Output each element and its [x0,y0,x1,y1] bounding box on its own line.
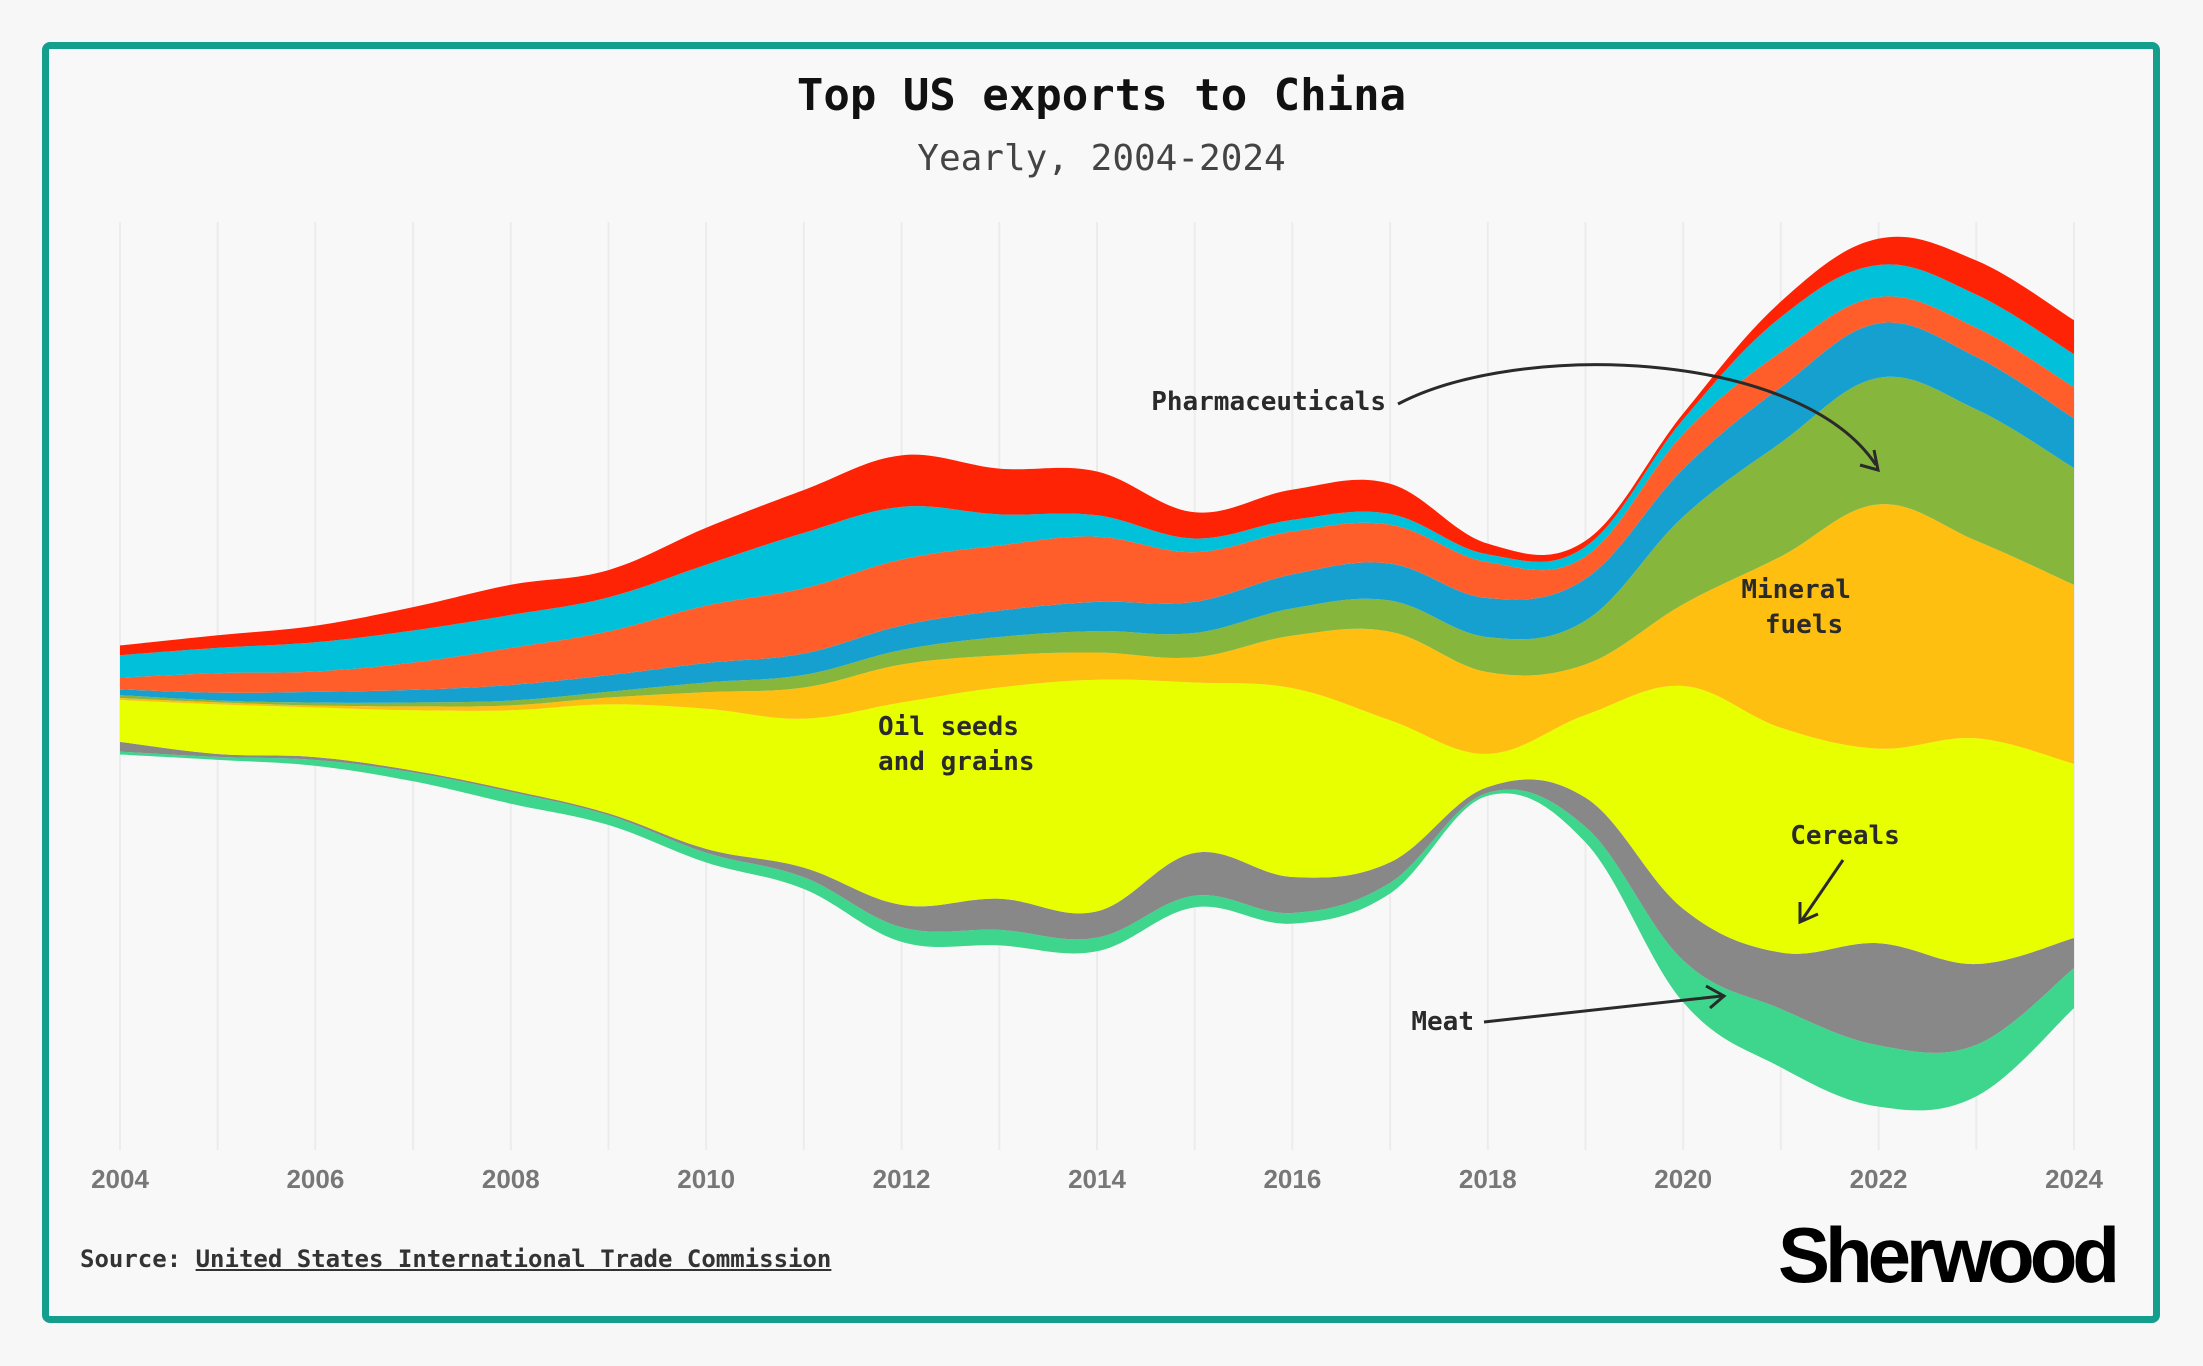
annotation-meat-arrowhead [1705,984,1727,1010]
x-tick-label-2010: 2010 [677,1164,735,1194]
x-tick-label-2020: 2020 [1654,1164,1712,1194]
x-tick-label-2022: 2022 [1850,1164,1908,1194]
x-tick-label-2016: 2016 [1263,1164,1321,1194]
annotation-mineral-fuels-label: Mineral fuels [1741,575,1866,640]
x-tick-label-2008: 2008 [482,1164,540,1194]
annotation-meat-label: Meat [1411,1007,1474,1037]
stream-layer-meat [120,751,2074,1111]
annotation-pharmaceuticals-arrowhead [1859,449,1880,473]
x-axis: 2004 2006 2008 2010 2012 2014 2016 2018 2020 2022… [91,1164,2103,1194]
annotation-cereals: Cereals [1790,821,1900,925]
annotation-pharmaceuticals: Pharmaceuticals [1151,363,1880,473]
annotation-oil-seeds-line-1: Oil seeds [878,712,1019,742]
source-link[interactable]: United States International Trade Commis… [195,1245,832,1273]
annotation-mineral-fuels: Mineral fuels [1741,575,1866,640]
annotation-meat-arrow [1483,994,1723,1024]
annotation-oil-seeds-line-2: and grains [878,747,1035,777]
stream-layers [120,236,2074,1111]
annotation-oil-seeds-label: Oil seeds and grains [878,712,1035,777]
annotation-cereals-arrow [1800,859,1845,921]
annotation-oil-seeds: Oil seeds and grains [878,712,1035,777]
source-note: Source: United States International Trad… [80,1245,831,1273]
stream-layer-pharmaceuticals [120,322,2074,703]
sherwood-logo: Sherwood [1777,1211,2120,1299]
annotation-meat: Meat [1411,984,1727,1037]
annotation-mineral-fuels-line-1: Mineral [1741,575,1851,605]
stream-layer-oil-seeds-and-grains [120,679,2074,965]
annotation-cereals-label: Cereals [1790,821,1900,851]
stream-layer-mineral-fuels [120,504,2074,764]
x-tick-label-2018: 2018 [1459,1164,1517,1194]
stream-layer-cereals [120,741,2074,1053]
x-tick-label-2006: 2006 [286,1164,344,1194]
chart-title: Top US exports to China [796,70,1407,121]
source-label: Source: [80,1245,182,1273]
x-tick-label-2012: 2012 [873,1164,931,1194]
stream-layer-other-1 [120,376,2074,707]
annotation-cereals-arrowhead [1798,902,1819,925]
chart-subtitle: Yearly, 2004-2024 [917,138,1286,179]
x-tick-label-2014: 2014 [1068,1164,1126,1194]
annotation-pharmaceuticals-label: Pharmaceuticals [1151,387,1386,417]
x-tick-label-2024: 2024 [2045,1164,2103,1194]
annotation-pharmaceuticals-arrow [1397,363,1878,466]
x-tick-label-2004: 2004 [91,1164,149,1194]
annotation-mineral-fuels-line-2: fuels [1765,610,1843,640]
